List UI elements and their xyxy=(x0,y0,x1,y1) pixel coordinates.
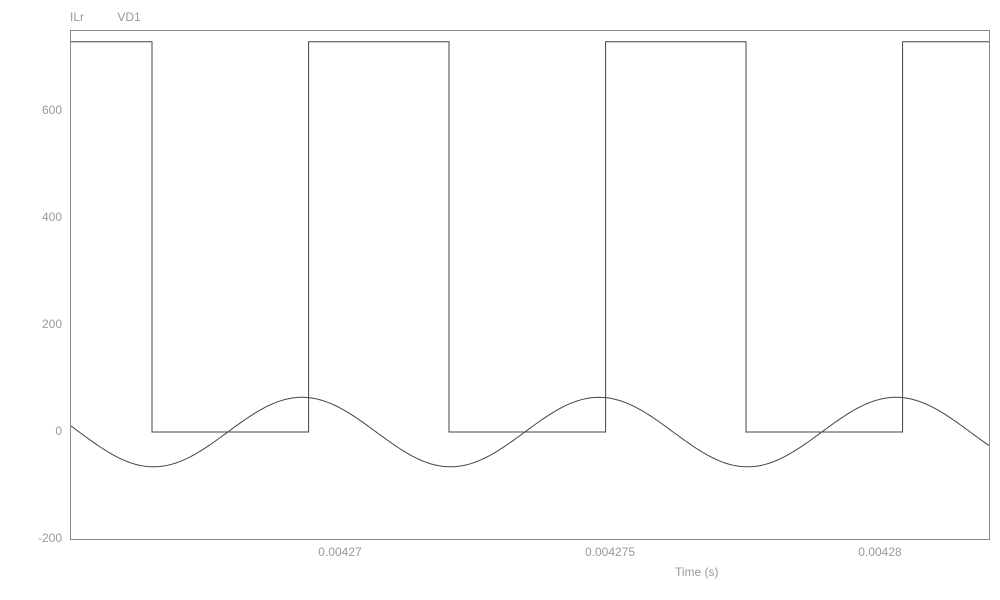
series-vd1 xyxy=(71,42,989,432)
chart-container: ILr VD1 600 400 200 0 -200 0.00427 0.004… xyxy=(10,10,1000,590)
x-tick-label: 0.004275 xyxy=(585,545,635,559)
plot-svg xyxy=(71,31,989,539)
y-tick-label: 0 xyxy=(22,424,62,438)
legend-item-vd1: VD1 xyxy=(117,10,140,24)
y-tick-label: 600 xyxy=(22,103,62,117)
x-tick-label: 0.00427 xyxy=(318,545,361,559)
plot-area xyxy=(70,30,990,540)
legend: ILr VD1 xyxy=(70,10,171,24)
x-axis-title: Time (s) xyxy=(675,565,719,579)
y-tick-label: -200 xyxy=(22,531,62,545)
legend-item-ilr: ILr xyxy=(70,10,84,24)
y-tick-label: 200 xyxy=(22,317,62,331)
x-tick-label: 0.00428 xyxy=(858,545,901,559)
y-tick-label: 400 xyxy=(22,210,62,224)
